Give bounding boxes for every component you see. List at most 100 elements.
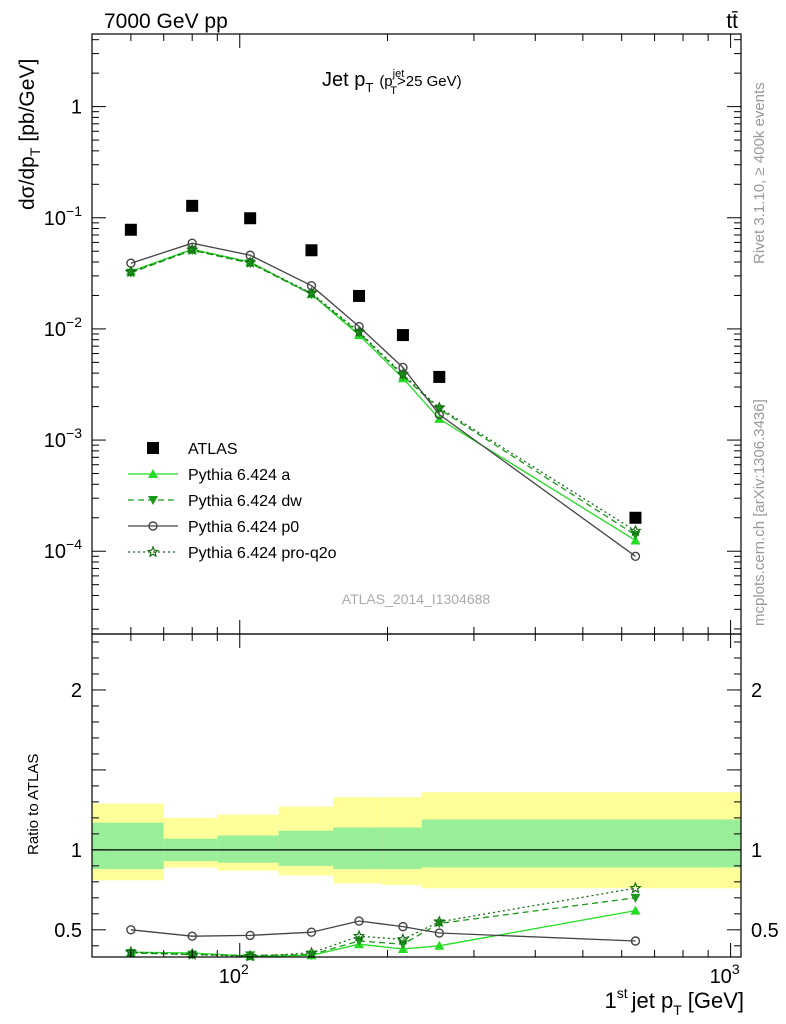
uncertainty-band-inner <box>92 822 164 870</box>
point-pythia_proq2o <box>352 325 366 338</box>
title-cut-sub: T <box>390 85 397 97</box>
x-axis-label: 1st jet pT [GeV] <box>604 985 744 1018</box>
main-frame <box>91 33 742 635</box>
ratio-line-pythia_a <box>130 909 636 957</box>
title-cut-rest: >25 GeV) <box>397 73 462 90</box>
legend-marker-pythia_p0 <box>148 521 158 531</box>
ratio-point-pythia_dw <box>245 951 256 961</box>
title-sub: T <box>365 80 373 95</box>
ratio-point-pythia_p0 <box>126 925 136 935</box>
legend-entry-pythia_a: Pythia 6.424 a <box>128 467 290 484</box>
y-tick-label: 10−4 <box>44 536 82 563</box>
y-tick-mantissa: 10 <box>44 430 66 452</box>
series-line-pythia_p0 <box>130 242 636 557</box>
y-tick-exponent: −3 <box>66 425 82 441</box>
legend-label-atlas: ATLAS <box>188 441 238 458</box>
y-tick-mantissa: 10 <box>44 319 66 341</box>
legend-marker-pythia_dw <box>148 496 158 505</box>
ratio-y-tick-label: 2 <box>71 680 82 702</box>
point-pythia_proq2o <box>124 265 138 278</box>
point-pythia_p0 <box>398 362 408 373</box>
xlabel-unit: [GeV] <box>688 988 744 1013</box>
ratio-y-tick-label-right: 1 <box>751 840 762 862</box>
series-pythia_proq2o <box>124 243 642 537</box>
uncertainty-band-inner <box>217 835 279 863</box>
legend-label-pythia_a: Pythia 6.424 a <box>188 467 290 484</box>
xlabel-sup: st <box>617 985 628 1001</box>
ratio-point-pythia_proq2o <box>396 932 410 945</box>
x-tick-label: 103 <box>710 961 740 988</box>
point-pythia_p0 <box>354 321 364 332</box>
y-tick-label: 10−1 <box>44 203 82 230</box>
series-pythia_p0 <box>126 238 641 562</box>
ratio-point-pythia_p0 <box>306 927 317 937</box>
series-line-pythia_proq2o <box>130 249 636 532</box>
uncertainty-band-inner <box>382 827 422 870</box>
x-tick-mantissa: 10 <box>219 966 241 988</box>
legend-label-pythia_proq2o: Pythia 6.424 pro-q2o <box>188 545 337 562</box>
point-pythia_proq2o <box>629 524 642 537</box>
ratio-point-pythia_p0 <box>630 936 641 946</box>
mcplots-label: mcplots.cern.ch [arXiv:1306.3436] <box>751 399 768 626</box>
y-tick-label: 1 <box>71 97 82 119</box>
series-atlas <box>124 199 642 524</box>
point-atlas <box>629 511 642 524</box>
point-pythia_proq2o <box>305 286 318 299</box>
energy-label: 7000 GeV pp <box>104 10 228 33</box>
legend: ATLAS Pythia 6.424 a Pythia 6.424 dw Pythia… <box>128 441 337 562</box>
legend-label-pythia_dw: Pythia 6.424 dw <box>188 493 302 510</box>
xlabel-rest: jet p <box>631 988 674 1013</box>
point-atlas <box>353 289 366 302</box>
ratio-series-pythia_p0 <box>126 916 641 946</box>
ratio-point-pythia_p0 <box>434 928 445 938</box>
uncertainty-band-inner <box>278 830 334 866</box>
analysis-watermark: ATLAS_2014_I1304688 <box>342 591 491 607</box>
ratio-point-pythia_proq2o <box>243 949 257 962</box>
ratio-point-pythia_p0 <box>398 921 408 932</box>
legend-marker-pythia_proq2o <box>146 545 160 558</box>
point-atlas <box>433 370 446 383</box>
y-tick-mantissa: 10 <box>44 541 66 563</box>
rivet-label: Rivet 3.1.10, ≥ 400k events <box>751 82 768 264</box>
point-pythia_p0 <box>187 238 197 248</box>
legend-label-pythia_p0: Pythia 6.424 p0 <box>188 519 299 536</box>
y-tick-label: 10−2 <box>44 314 82 341</box>
title-cut: (p <box>379 73 392 90</box>
ratio-line-pythia_p0 <box>130 920 636 942</box>
title-main: Jet p <box>322 69 365 91</box>
title-cut-sup: jet <box>392 68 405 80</box>
ratio-point-pythia_a <box>434 940 445 950</box>
point-atlas <box>186 199 199 212</box>
main-plot-title: Jet pT (pjet T>25 GeV) <box>322 68 462 97</box>
point-pythia_proq2o <box>396 367 410 380</box>
ratio-y-tick-label-right: 2 <box>751 680 762 702</box>
legend-entry-pythia_p0: Pythia 6.424 p0 <box>128 519 299 536</box>
point-atlas <box>244 212 257 225</box>
ratio-point-pythia_p0 <box>354 916 364 926</box>
point-atlas <box>124 223 137 236</box>
process-label: tt̄ <box>726 10 738 33</box>
point-pythia_dw <box>125 268 136 278</box>
ratio-y-tick-label: 0.5 <box>54 920 82 942</box>
series-line-pythia_a <box>130 248 636 541</box>
y-tick-label: 10−3 <box>44 425 82 452</box>
ratio-y-tick-label: 1 <box>71 840 82 862</box>
ratio-point-pythia_proq2o <box>305 946 318 959</box>
main-y-axis-label: dσ/dpT [pb/GeV] <box>16 59 43 210</box>
point-pythia_proq2o <box>243 256 257 268</box>
x-tick-label: 102 <box>219 961 249 988</box>
ratio-point-pythia_p0 <box>187 931 197 941</box>
ratio-series-pythia_a <box>125 905 641 961</box>
xlabel-main: 1 <box>604 988 616 1013</box>
y-tick-mantissa: 1 <box>71 97 82 119</box>
ratio-line-pythia_proq2o <box>130 887 636 957</box>
xlabel-sub: T <box>673 1002 682 1018</box>
ylabel-main: dσ/dp <box>16 156 39 210</box>
legend-entry-pythia_proq2o: Pythia 6.424 pro-q2o <box>128 545 337 562</box>
y-tick-exponent: −4 <box>66 536 82 552</box>
point-pythia_dw <box>354 328 365 338</box>
ratio-point-pythia_proq2o <box>433 915 446 928</box>
point-pythia_proq2o <box>185 243 199 256</box>
